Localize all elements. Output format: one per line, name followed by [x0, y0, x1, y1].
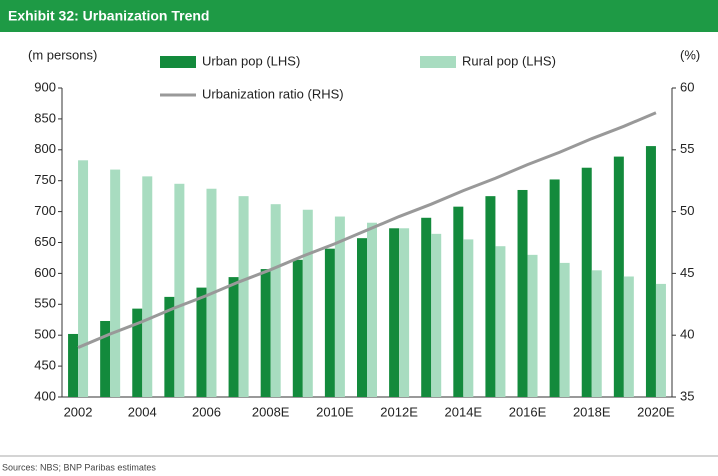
y-tick-label: 900 [34, 79, 56, 94]
bar [517, 189, 528, 397]
bar [559, 262, 570, 397]
legend-label: Urban pop (LHS) [202, 53, 300, 68]
legend-label: Rural pop (LHS) [462, 53, 556, 68]
x-tick-label: 2008E [252, 404, 290, 419]
y-tick-label: 450 [34, 358, 56, 373]
bar [302, 209, 313, 397]
bar [453, 206, 464, 397]
legend-swatch [420, 56, 456, 68]
y2-axis-label: (%) [680, 47, 700, 62]
bar [292, 259, 303, 397]
y-tick-label: 500 [34, 327, 56, 342]
x-tick-label: 2004 [128, 404, 157, 419]
bar [196, 287, 207, 397]
bar [164, 296, 175, 397]
y2-tick-label: 45 [680, 265, 694, 280]
bar [549, 179, 560, 397]
y2-tick-label: 40 [680, 327, 694, 342]
bar [110, 169, 121, 397]
x-tick-label: 2002 [64, 404, 93, 419]
bar [431, 233, 442, 397]
chart-title: Exhibit 32: Urbanization Trend [8, 8, 209, 24]
x-tick-label: 2016E [509, 404, 547, 419]
bar [581, 167, 592, 397]
y2-tick-label: 60 [680, 79, 694, 94]
bar [68, 333, 79, 397]
bar [613, 156, 624, 397]
bar [591, 270, 602, 397]
bar [463, 239, 474, 397]
x-tick-label: 2018E [573, 404, 611, 419]
source-note: Sources: NBS; BNP Paribas estimates [2, 462, 156, 472]
bar [228, 277, 239, 397]
y-axis-label: (m persons) [28, 47, 97, 62]
bar [421, 217, 432, 397]
bar [645, 146, 656, 397]
y-tick-label: 750 [34, 172, 56, 187]
y-tick-label: 650 [34, 234, 56, 249]
bar [324, 248, 335, 397]
title-bar [0, 0, 718, 32]
x-tick-label: 2012E [380, 404, 418, 419]
bar [485, 196, 496, 397]
bar [367, 222, 377, 397]
y2-tick-label: 35 [680, 388, 694, 403]
bar [260, 269, 271, 397]
y-tick-label: 850 [34, 110, 56, 125]
bar [527, 254, 538, 397]
bar [174, 183, 185, 397]
bar [623, 276, 634, 397]
x-tick-label: 2014E [445, 404, 483, 419]
bar [334, 216, 345, 397]
x-tick-label: 2020E [637, 404, 675, 419]
line [77, 111, 657, 349]
y2-tick-label: 50 [680, 203, 694, 218]
bar [142, 176, 153, 397]
legend-label: Urbanization ratio (RHS) [202, 86, 344, 101]
bar [399, 228, 410, 397]
bar [389, 228, 400, 397]
bar [78, 160, 89, 397]
y-tick-label: 600 [34, 265, 56, 280]
y-tick-label: 700 [34, 203, 56, 218]
y2-tick-label: 55 [680, 141, 694, 156]
bar [357, 238, 367, 397]
y-tick-label: 400 [34, 388, 56, 403]
bar [495, 246, 506, 397]
y-tick-label: 800 [34, 141, 56, 156]
bar [238, 196, 249, 397]
y-tick-label: 550 [34, 296, 56, 311]
bar [655, 283, 666, 397]
x-tick-label: 2010E [316, 404, 354, 419]
x-tick-label: 2006 [192, 404, 221, 419]
bar [132, 308, 143, 397]
bar [270, 204, 281, 397]
bar [100, 320, 111, 397]
legend-swatch [160, 56, 196, 68]
